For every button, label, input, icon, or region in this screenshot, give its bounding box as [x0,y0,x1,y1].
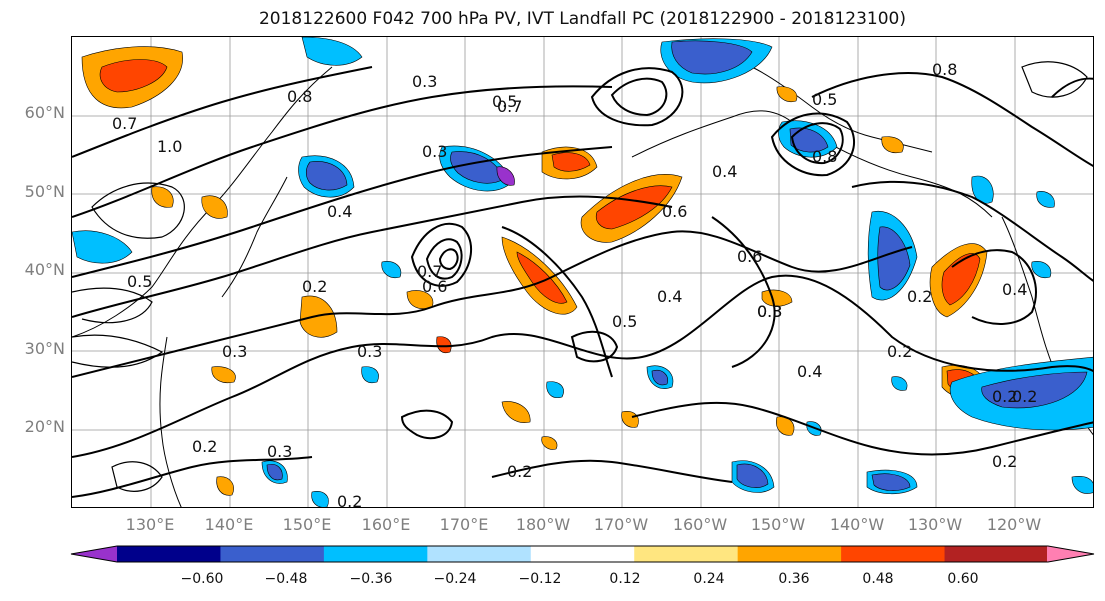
lon-label: 140°W [829,515,885,534]
contour-label: 0.8 [287,87,312,106]
colorbar-tick: −0.12 [518,571,562,587]
contour-label-layer: 0.7 1.0 0.3 0.8 0.5 0.4 0.6 0.2 0.3 0.5 … [112,60,1037,508]
colorbar-tick: 0.60 [947,571,979,587]
contour-label: 0.2 [302,277,327,296]
colorbar-segment [427,546,532,562]
pv-contours [72,66,1093,498]
contour-label: 0.5 [612,312,637,331]
colorbar-segments [70,545,1095,563]
lon-label: 160°W [672,515,728,534]
colorbar-tick: 0.24 [693,571,725,587]
contour-label: 0.3 [357,342,382,361]
colorbar-segment [1047,546,1094,562]
contour-label: 0.3 [757,302,782,321]
contour-label: 0.4 [1002,280,1027,299]
contour-label: 0.3 [222,342,247,361]
contour-label: 0.2 [192,437,217,456]
lon-label: 130°W [907,515,963,534]
lon-label: 150°W [750,515,806,534]
colorbar-tick: −0.24 [433,571,477,587]
pv-contours-thin [72,61,1088,492]
colorbar-segment [841,546,946,562]
colorbar-segment [117,546,221,562]
lat-label: 60°N [24,103,65,122]
contour-label: 0.2 [887,342,912,361]
lat-label: 50°N [24,182,65,201]
lon-label: 120°W [986,515,1042,534]
contour-label: 0.7 [497,97,522,116]
contour-label: 0.4 [712,162,737,181]
lon-label: 180°W [515,515,571,534]
contour-label: 0.2 [1012,387,1037,406]
contour-label: 0.2 [992,452,1017,471]
contour-label: 0.3 [267,442,292,461]
contour-label: 0.3 [757,302,782,321]
colorbar-segment [530,546,635,562]
map-title: 2018122600 F042 700 hPa PV, IVT Landfall… [258,9,906,29]
contour-label: 0.2 [992,387,1017,406]
contour-label: 0.4 [797,362,822,381]
lon-label: 170°E [439,515,489,534]
contour-label: 0.6 [662,202,687,221]
colorbar-segment [634,546,739,562]
contour-label: 0.8 [932,60,957,79]
colorbar-tick: 0.12 [609,571,641,587]
colorbar-segment [323,546,428,562]
colorbar-tick: 0.36 [778,571,810,587]
contour-label: 0.7 [417,262,442,281]
lon-label: 150°E [282,515,332,534]
contour-label: 0.6 [422,277,447,296]
contour-label: 0.7 [112,114,137,133]
colorbar-tick: −0.60 [180,571,224,587]
lon-label: 160°E [361,515,411,534]
colorbar-segment [71,546,118,562]
colorbar-segment [944,546,1049,562]
contour-label: 0.5 [127,272,152,291]
contour-label: 0.2 [507,462,532,481]
map-panel: 0.7 1.0 0.3 0.8 0.5 0.4 0.6 0.2 0.3 0.5 … [71,36,1094,508]
colorbar-segment [737,546,842,562]
lon-label: 130°E [125,515,175,534]
contour-label: 0.5 [492,92,517,111]
contour-label: 0.8 [812,147,837,166]
lon-label: 140°E [204,515,254,534]
contour-label: 0.2 [907,287,932,306]
contour-label: 0.5 [812,90,837,109]
contour-label: 0.3 [422,142,447,161]
anomaly-fills [72,37,1093,507]
colorbar-tick: −0.48 [264,571,308,587]
lat-label: 40°N [24,260,65,279]
contour-labels: 0.7 1.0 0.3 0.8 0.5 0.4 0.6 0.2 0.3 0.5 … [112,60,1037,508]
colorbar-tick: −0.36 [349,571,393,587]
lat-label: 20°N [24,417,65,436]
map-canvas [72,37,1093,507]
contour-label: 0.4 [327,202,352,221]
colorbar-segment [220,546,325,562]
lat-label: 30°N [24,339,65,358]
contour-label: 0.2 [337,492,362,508]
lon-label: 170°W [593,515,649,534]
contour-label: 1.0 [157,137,182,156]
contour-label: 0.3 [412,72,437,91]
colorbar-tick: 0.48 [862,571,894,587]
colorbar-outline [70,545,1095,563]
colorbar [70,545,1095,563]
contour-label: 0.6 [737,247,762,266]
contour-label: 0.4 [657,287,682,306]
